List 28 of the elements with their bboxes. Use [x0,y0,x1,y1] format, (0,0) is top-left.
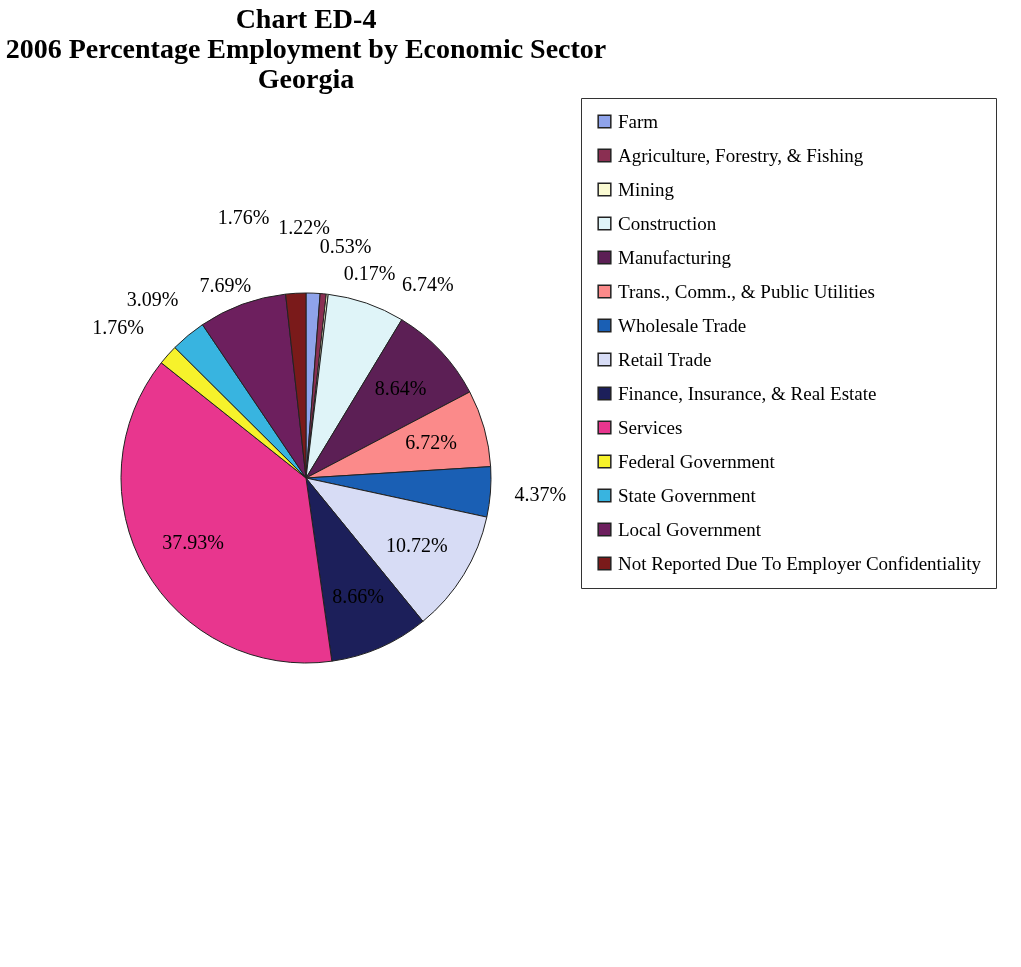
legend-label: Finance, Insurance, & Real Estate [618,382,877,404]
legend-label: Local Government [618,518,762,540]
legend-label: Wholesale Trade [618,314,747,336]
legend-label: Agriculture, Forestry, & Fishing [618,144,864,166]
legend-label: Construction [618,212,717,234]
legend-label: State Government [618,484,757,506]
data-label: 37.93% [162,530,224,553]
legend-label: Trans., Comm., & Public Utilities [618,280,875,302]
legend-label: Federal Government [618,450,776,472]
data-label: 7.69% [199,273,252,296]
data-label: 1.76% [92,316,144,339]
legend-label: Not Reported Due To Employer Confidentiality [618,552,982,574]
data-label: 10.72% [386,533,448,556]
data-label: 1.76% [217,206,270,229]
legend-label: Farm [618,110,659,132]
legend-label: Mining [618,178,675,200]
data-label: 6.72% [405,430,458,453]
data-label: 3.09% [126,287,179,310]
data-label: 8.64% [374,376,427,399]
text: Chart ED-4 [235,2,377,34]
data-label: 8.66% [332,585,384,608]
data-label: 6.74% [401,273,454,296]
legend-label: Manufacturing [618,246,732,268]
data-label: 4.37% [514,483,567,506]
legend-label: Retail Trade [618,348,712,370]
data-label: 0.17% [343,262,396,285]
legend-label: Services [618,416,683,438]
text: 2006 Percentage Employment by Economic Sector [5,32,607,64]
